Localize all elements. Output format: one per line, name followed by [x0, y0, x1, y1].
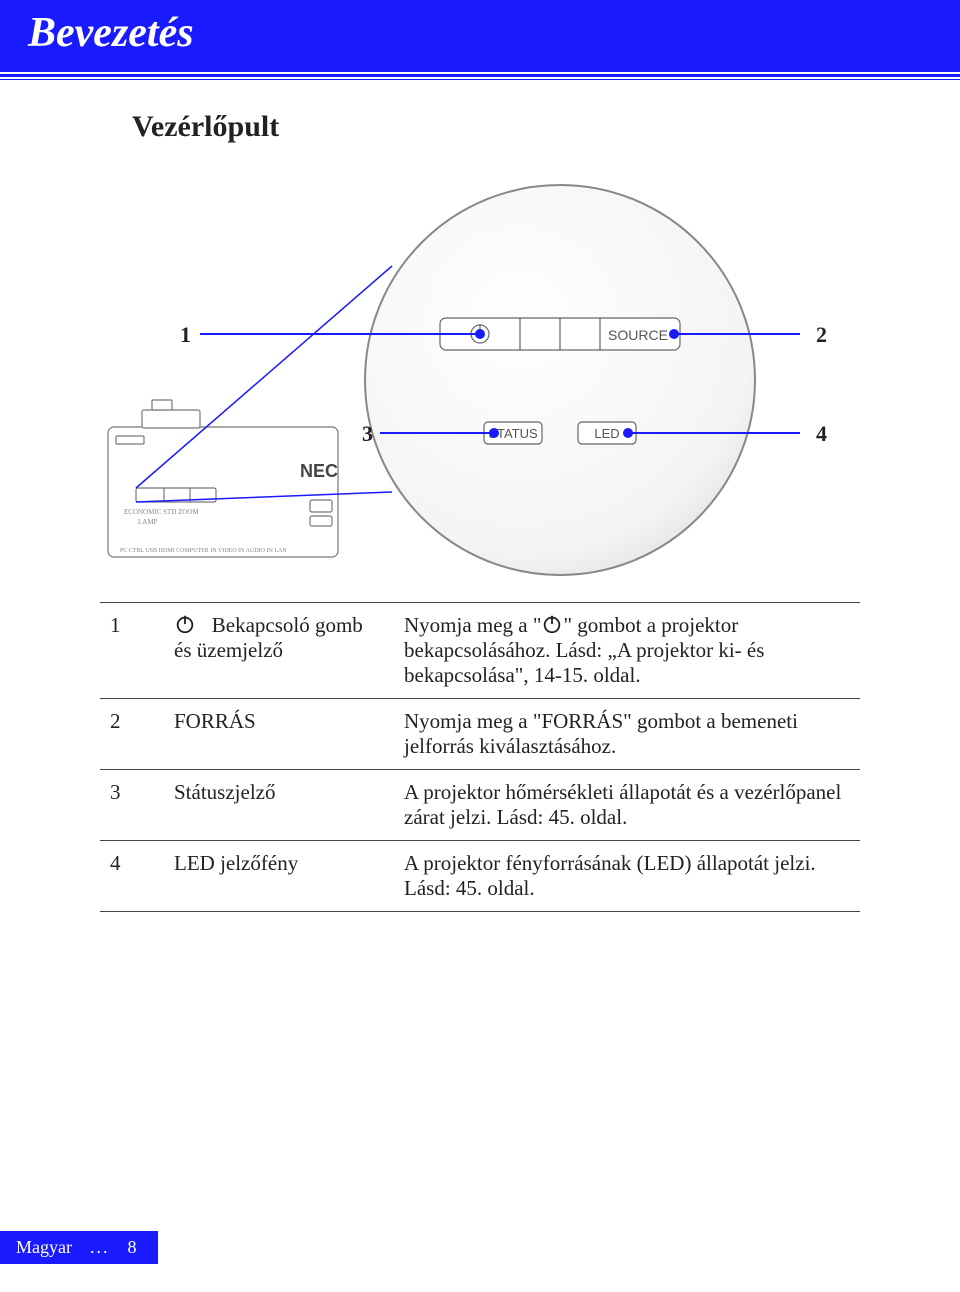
page-footer: Magyar ... 8 — [0, 1231, 158, 1264]
table-row: 2 FORRÁS Nyomja meg a "FORRÁS" gombot a … — [100, 699, 860, 770]
row-desc: Nyomja meg a "" gombot a projektor bekap… — [394, 603, 860, 699]
row-label: Bekapcsoló gomb és üzemjelző — [164, 603, 394, 699]
row-desc: A projektor hőmérsékleti állapotát és a … — [394, 770, 860, 841]
svg-text:LAMP: LAMP — [138, 518, 158, 526]
table-row: 1 Bekapcsoló gomb és üzemjelző Nyomja me… — [100, 603, 860, 699]
svg-text:3: 3 — [362, 421, 373, 446]
row-desc: Nyomja meg a "FORRÁS" gombot a bemeneti … — [394, 699, 860, 770]
footer-dots: ... — [90, 1237, 110, 1258]
svg-text:1: 1 — [180, 322, 191, 347]
function-table: 1 Bekapcsoló gomb és üzemjelző Nyomja me… — [100, 602, 860, 912]
brand-text: NEC — [300, 461, 338, 481]
svg-text:2: 2 — [816, 322, 827, 347]
control-panel-diagram: NEC PC CTRL USB HDMI COMPUTER IN VIDEO I… — [80, 152, 880, 592]
table-row: 4 LED jelzőfény A projektor fényforrásán… — [100, 841, 860, 912]
svg-text:PC CTRL USB HDMI COMPUTE: PC CTRL USB HDMI COMPUTER IN VIDEO IN AU… — [120, 548, 287, 554]
footer-page: 8 — [127, 1237, 136, 1258]
footer-lang: Magyar — [16, 1237, 72, 1258]
chapter-title: Bevezetés — [28, 9, 194, 57]
row-desc: A projektor fényforrásának (LED) állapot… — [394, 841, 860, 912]
svg-text:ECONOMIC STD ZOOM: ECONOMIC STD ZOOM — [124, 508, 199, 516]
section-title: Vezérlőpult — [132, 110, 960, 144]
power-icon — [174, 613, 201, 637]
svg-text:LED: LED — [594, 426, 619, 441]
svg-text:SOURCE: SOURCE — [608, 327, 668, 343]
divider — [0, 74, 960, 84]
svg-text:4: 4 — [816, 421, 827, 446]
table-row: 3 Státuszjelző A projektor hőmérsékleti … — [100, 770, 860, 841]
power-icon — [541, 613, 563, 637]
row-index: 1 — [100, 603, 164, 699]
